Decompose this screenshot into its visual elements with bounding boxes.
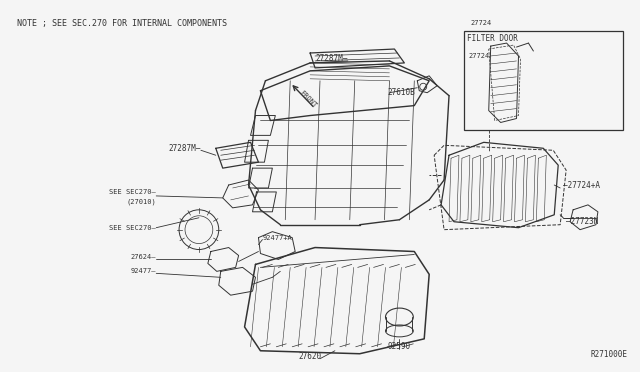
Text: SEE SEC270—: SEE SEC270— bbox=[109, 189, 156, 195]
Text: —27723N: —27723N bbox=[566, 217, 598, 226]
Bar bbox=[464, 31, 623, 131]
Text: SEE SEC270—: SEE SEC270— bbox=[109, 225, 156, 231]
Text: 27624—: 27624— bbox=[131, 254, 156, 260]
Text: NOTE ; SEE SEC.270 FOR INTERNAL COMPONENTS: NOTE ; SEE SEC.270 FOR INTERNAL COMPONEN… bbox=[17, 19, 227, 28]
Text: 92590: 92590 bbox=[388, 342, 411, 351]
Text: 92477—: 92477— bbox=[131, 268, 156, 275]
Text: —27724+A: —27724+A bbox=[563, 180, 600, 189]
Text: (27010): (27010) bbox=[127, 199, 156, 205]
Text: 27724: 27724 bbox=[471, 20, 492, 26]
Text: R271000E: R271000E bbox=[591, 350, 628, 359]
Text: 27620: 27620 bbox=[298, 352, 322, 361]
Text: 27287M—: 27287M— bbox=[316, 54, 348, 64]
Text: 27724: 27724 bbox=[469, 53, 490, 59]
Text: FILTER DOOR: FILTER DOOR bbox=[467, 34, 518, 43]
Text: 27610B: 27610B bbox=[387, 88, 415, 97]
Text: 27287M—: 27287M— bbox=[168, 144, 201, 153]
Text: 92477+A: 92477+A bbox=[262, 235, 292, 241]
Text: FRONT: FRONT bbox=[298, 89, 317, 108]
